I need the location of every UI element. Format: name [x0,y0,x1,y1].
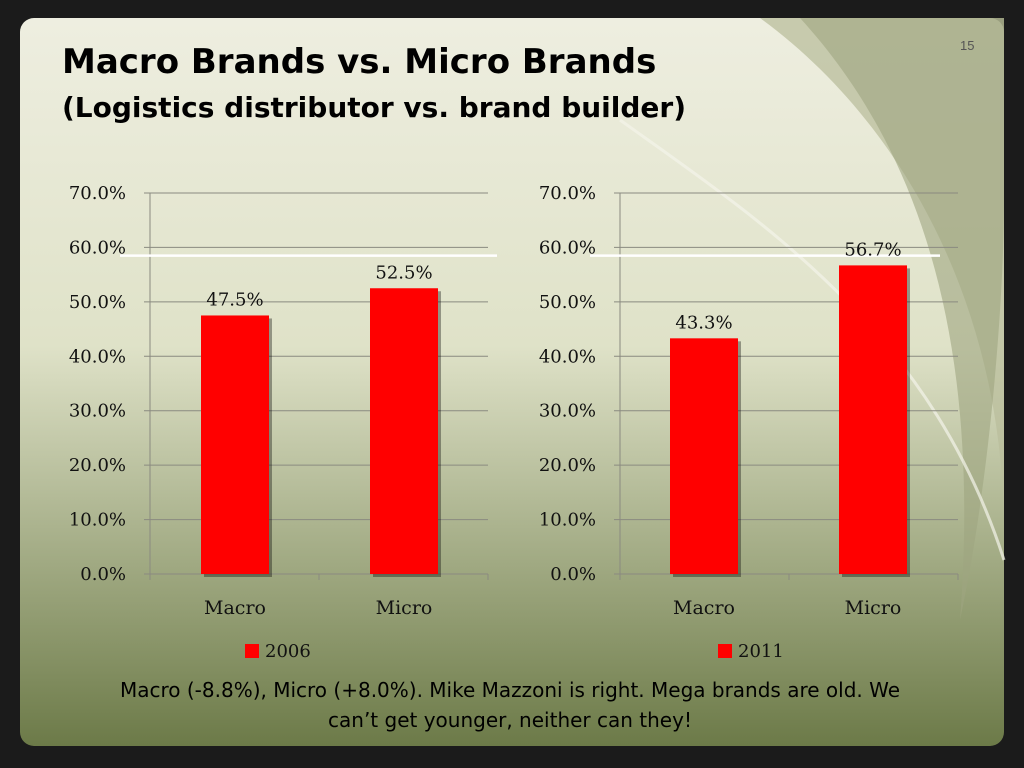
category-label: Micro [376,597,433,619]
y-tick-label: 40.0% [69,346,126,367]
legend-swatch [718,644,732,658]
data-label: 47.5% [206,289,263,310]
decorative-swoosh-inner [800,18,1004,620]
y-tick-label: 50.0% [539,292,596,313]
legend-swatch [245,644,259,658]
page-number: 15 [960,38,975,53]
y-tick-label: 20.0% [539,455,596,476]
y-tick-label: 30.0% [539,401,596,422]
category-label: Micro [845,597,902,619]
data-label: 56.7% [844,239,901,260]
bar-macro [201,315,269,574]
legend-label: 2011 [738,641,784,662]
category-label: Macro [204,597,266,619]
y-tick-label: 50.0% [69,292,126,313]
data-label: 52.5% [375,262,432,283]
y-tick-label: 70.0% [69,183,126,204]
bar-macro [670,338,738,574]
y-tick-label: 60.0% [69,237,126,258]
y-tick-label: 10.0% [69,510,126,531]
y-tick-label: 70.0% [539,183,596,204]
data-label: 43.3% [675,312,732,333]
bar-micro [370,288,438,574]
y-tick-label: 0.0% [550,564,596,585]
bar-micro [839,265,907,574]
y-tick-label: 20.0% [69,455,126,476]
decorative-curve [619,118,1006,561]
legend-label: 2006 [265,641,311,662]
y-tick-label: 0.0% [80,564,126,585]
category-label: Macro [673,597,735,619]
slide-caption: Macro (-8.8%), Micro (+8.0%). Mike Mazzo… [119,678,901,732]
y-tick-label: 40.0% [539,346,596,367]
slide-subtitle: (Logistics distributor vs. brand builder… [62,91,687,124]
y-tick-label: 30.0% [69,401,126,422]
y-tick-label: 10.0% [539,510,596,531]
y-tick-label: 60.0% [539,237,596,258]
slide-title: Macro Brands vs. Micro Brands [62,42,657,82]
